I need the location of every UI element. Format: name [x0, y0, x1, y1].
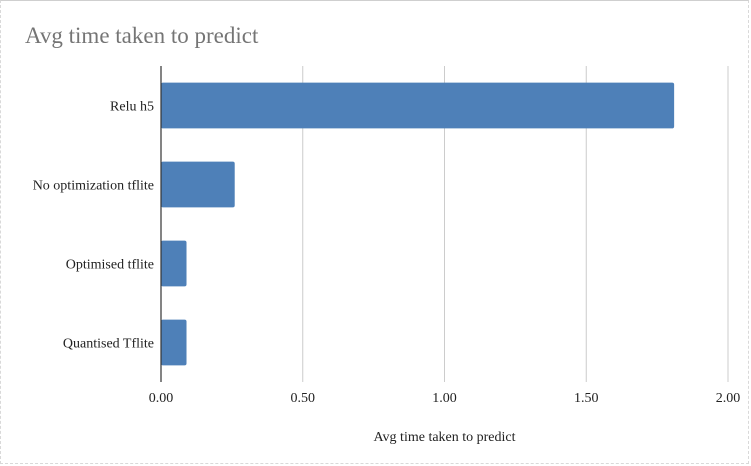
bar [161, 319, 187, 366]
y-tick-label: No optimization tflite [33, 179, 154, 194]
y-tick-labels: Relu h5 No optimization tflite Optimised t… [33, 100, 154, 352]
bars [161, 82, 675, 366]
bar [161, 82, 675, 129]
y-tick-label: Optimised tflite [66, 258, 154, 273]
x-tick-label: 1.00 [432, 391, 457, 406]
bar [161, 161, 235, 208]
x-tick-label: 0.00 [149, 391, 174, 406]
bar [161, 240, 187, 287]
x-tick-labels: 0.00 0.50 1.00 1.50 2.00 [149, 391, 741, 406]
chart-title: Avg time taken to predict [25, 23, 259, 48]
x-tick-label: 0.50 [291, 391, 316, 406]
x-axis-title: Avg time taken to predict [373, 430, 515, 445]
x-tick-label: 2.00 [716, 391, 741, 406]
y-tick-label: Relu h5 [110, 100, 154, 115]
y-tick-label: Quantised Tflite [63, 337, 154, 352]
x-tick-label: 1.50 [574, 391, 599, 406]
